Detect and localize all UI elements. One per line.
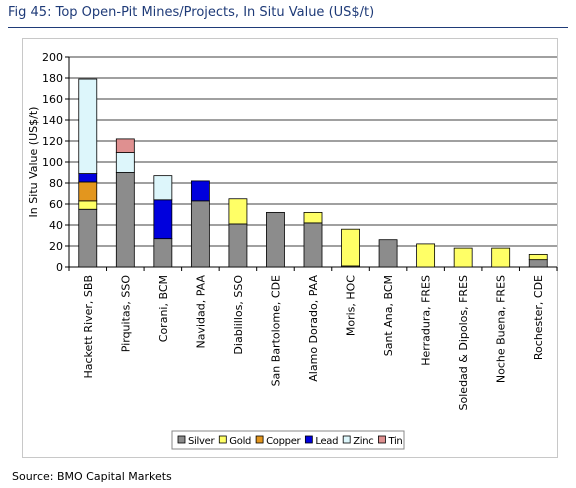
source-note: Source: BMO Capital Markets xyxy=(12,470,172,483)
x-category-label: Diablillos, SSO xyxy=(232,275,245,355)
x-category-label: Moris, HOC xyxy=(345,275,358,336)
x-category-label: Alamo Dorado, PAA xyxy=(307,275,320,382)
figure-title: Fig 45: Top Open-Pit Mines/Projects, In … xyxy=(8,5,375,20)
y-tick-label: 60 xyxy=(49,198,63,211)
x-category-label: Pirquitas, SSO xyxy=(119,275,132,353)
bar-copper-1 xyxy=(78,181,98,202)
bar-silver-5 xyxy=(228,223,248,268)
legend-swatch-zinc xyxy=(342,435,351,444)
x-category-label: Hackett River, SBB xyxy=(82,275,95,379)
y-tick-label: 200 xyxy=(42,51,63,64)
bar-silver-3 xyxy=(153,238,173,268)
stacked-bar-chart: 0 20 40 60 80 100 120 140 160 180 200 In Situ Value… xyxy=(27,51,558,450)
x-category-label: Herradura, FRES xyxy=(420,275,433,366)
bar-silver-2 xyxy=(115,172,135,268)
legend-swatch-tin xyxy=(378,435,386,444)
bar-gold-11 xyxy=(453,247,473,268)
bar-lead-4 xyxy=(190,180,210,202)
y-tick-label: 140 xyxy=(42,114,63,127)
bar-zinc-3 xyxy=(153,175,173,201)
chart-frame: 0 20 40 60 80 100 120 140 160 180 200 In Situ Value… xyxy=(22,38,558,458)
bar-silver-6 xyxy=(266,211,285,268)
bar-silver-13 xyxy=(528,259,548,268)
y-axis-label: In Situ Value (US$/t) xyxy=(27,107,40,218)
y-tick-label: 120 xyxy=(42,135,63,148)
bar-gold-12 xyxy=(491,247,511,268)
y-tick-label: 100 xyxy=(42,156,63,169)
legend-swatch-lead xyxy=(304,435,313,444)
x-category-label: Noche Buena, FRES xyxy=(495,275,508,383)
x-category-label: Sant Ana, BCM xyxy=(382,275,395,356)
legend-swatch-gold xyxy=(218,435,227,444)
title-divider xyxy=(8,27,568,28)
legend-label-lead: Lead xyxy=(315,436,338,447)
legend-label-copper: Copper xyxy=(266,436,301,447)
bar-silver-9 xyxy=(378,239,398,268)
bar-silver-1 xyxy=(78,208,98,268)
bar-zinc-2 xyxy=(115,152,135,173)
x-category-label: Navidad, PAA xyxy=(194,275,207,349)
legend-label-zinc: Zinc xyxy=(353,436,373,447)
legend-label-gold: Gold xyxy=(229,436,251,447)
bar-lead-1 xyxy=(78,173,98,183)
bar-tin-2 xyxy=(115,138,135,153)
y-tick-label: 20 xyxy=(49,240,63,253)
bar-silver-7 xyxy=(303,222,323,268)
y-tick-label: 80 xyxy=(49,177,63,190)
legend-label-tin: Tin xyxy=(387,436,402,447)
bar-lead-3 xyxy=(153,199,173,240)
x-category-label: Corani, BCM xyxy=(157,275,170,342)
legend-swatch-copper xyxy=(255,435,264,444)
bar-gold-13 xyxy=(528,253,548,261)
bar-gold-1 xyxy=(78,200,98,210)
bar-gold-5 xyxy=(228,198,248,225)
y-tick-label: 160 xyxy=(42,93,63,106)
bar-zinc-1 xyxy=(78,78,98,174)
legend-swatch-silver xyxy=(177,435,186,444)
y-tick-label: 0 xyxy=(56,261,63,274)
bar-gold-8 xyxy=(341,228,360,267)
bar-gold-10 xyxy=(416,243,436,268)
x-category-label: Rochester, CDE xyxy=(532,275,545,360)
legend-box xyxy=(171,430,405,450)
x-category-label: San Bartolome, CDE xyxy=(269,275,282,386)
y-tick-label: 40 xyxy=(49,219,63,232)
legend-label-silver: Silver xyxy=(188,436,215,447)
bar-gold-7 xyxy=(303,211,323,224)
y-tick-label: 180 xyxy=(42,72,63,85)
bar-silver-4 xyxy=(190,200,210,268)
x-category-label: Soledad & Dipolos, FRES xyxy=(457,275,470,410)
